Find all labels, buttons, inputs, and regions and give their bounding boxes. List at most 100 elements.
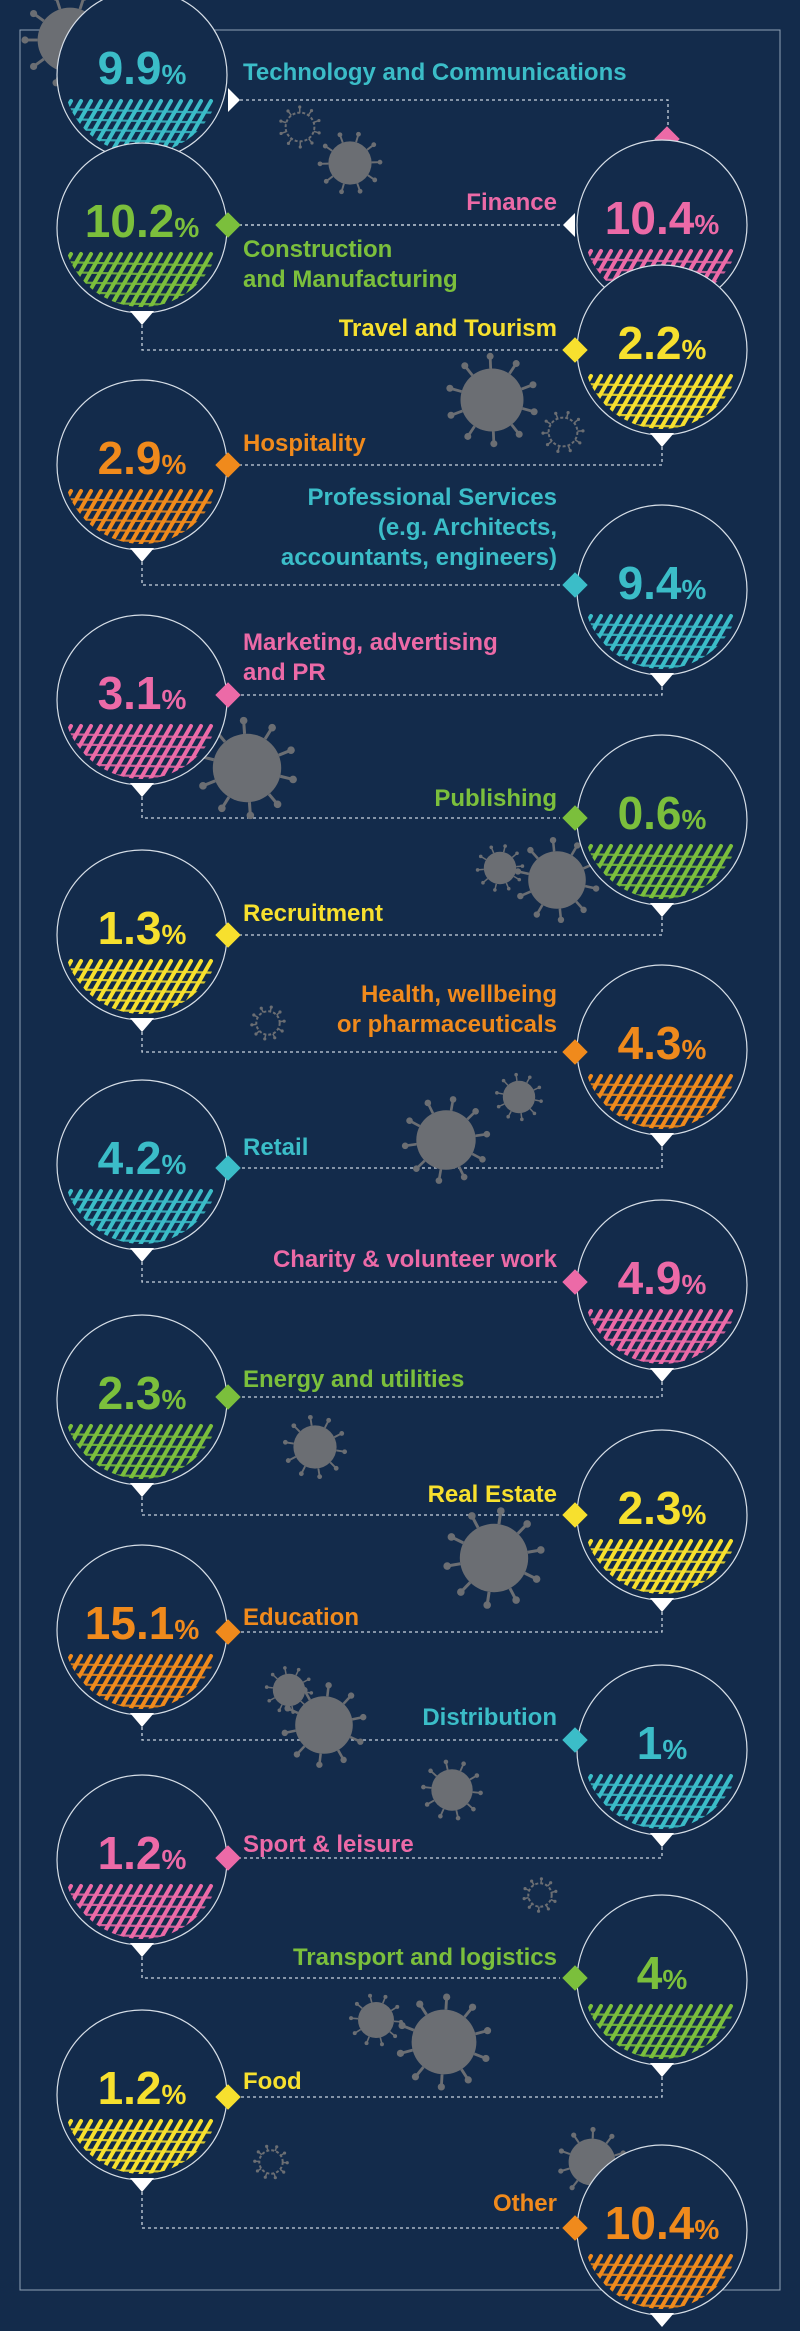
connector-line bbox=[240, 1612, 663, 1633]
pointer-marker bbox=[650, 433, 674, 447]
category-label: Hospitality bbox=[243, 429, 366, 459]
virus-icon bbox=[250, 1005, 286, 1041]
percent-sign: % bbox=[662, 1734, 688, 1765]
category-label: Technology and Communications bbox=[243, 58, 627, 88]
value-number: 4.3 bbox=[617, 1017, 682, 1069]
pointer-marker bbox=[130, 1483, 154, 1497]
percent-sign: % bbox=[681, 574, 707, 605]
value-number: 4 bbox=[636, 1947, 663, 1999]
connector-line bbox=[141, 562, 560, 586]
percent-sign: % bbox=[161, 449, 187, 480]
value-label: 9.4% bbox=[577, 558, 747, 615]
value-label: 4.9% bbox=[577, 1253, 747, 1310]
connector-line bbox=[141, 1727, 560, 1741]
virus-icon bbox=[253, 2144, 289, 2180]
category-label: Food bbox=[243, 2067, 302, 2097]
category-label-line: Publishing bbox=[434, 785, 557, 812]
value-number: 1.2 bbox=[97, 1827, 162, 1879]
value-number: 1.3 bbox=[97, 902, 162, 954]
category-label: Finance bbox=[466, 188, 557, 218]
connector-line bbox=[141, 2192, 560, 2229]
virus-icon bbox=[541, 411, 585, 453]
value-number: 1 bbox=[636, 1717, 663, 1769]
category-label: Distribution bbox=[422, 1703, 557, 1733]
category-label-line: Food bbox=[243, 2068, 302, 2095]
category-label-line: Distribution bbox=[422, 1704, 557, 1731]
connector-line bbox=[240, 1147, 663, 1169]
category-label: Construction and Manufacturing bbox=[243, 235, 458, 295]
category-label-line: Sport & leisure bbox=[243, 1831, 414, 1858]
value-number: 3.1 bbox=[97, 667, 162, 719]
pointer-marker bbox=[650, 1833, 674, 1847]
category-label-line: Retail bbox=[243, 1134, 309, 1161]
diamond-marker bbox=[562, 805, 588, 831]
connector-line bbox=[240, 1382, 663, 1398]
value-number: 10.4 bbox=[604, 2197, 695, 2249]
connector-line bbox=[240, 687, 663, 696]
category-label: Education bbox=[243, 1603, 359, 1633]
category-label-line: Health, wellbeing bbox=[360, 981, 557, 1008]
virus-icon bbox=[421, 1759, 483, 1821]
connector-line bbox=[240, 447, 663, 466]
pointer-marker bbox=[650, 903, 674, 917]
category-label: Publishing bbox=[434, 784, 557, 814]
pointer-marker bbox=[650, 2313, 674, 2327]
pointer-marker bbox=[130, 1018, 154, 1032]
value-label: 3.1% bbox=[57, 668, 227, 725]
category-label: Sport & leisure bbox=[243, 1830, 414, 1860]
percent-sign: % bbox=[694, 209, 720, 240]
pointer-marker bbox=[650, 2063, 674, 2077]
percent-sign: % bbox=[161, 1149, 187, 1180]
category-label-line: accountants, engineers) bbox=[280, 544, 557, 571]
virus-icon bbox=[443, 1507, 545, 1609]
category-label: Real Estate bbox=[428, 1480, 557, 1510]
percent-sign: % bbox=[161, 59, 187, 90]
pointer-marker bbox=[650, 673, 674, 687]
pointer-marker bbox=[563, 213, 575, 237]
virus-icon bbox=[349, 1993, 403, 2047]
category-label: Transport and logistics bbox=[293, 1943, 557, 1973]
connector-line bbox=[240, 917, 663, 936]
connector-line bbox=[141, 1262, 560, 1283]
pointer-marker bbox=[130, 1713, 154, 1727]
category-label-line: Recruitment bbox=[243, 900, 384, 927]
virus-icon bbox=[522, 1877, 558, 1913]
category-label: Travel and Tourism bbox=[339, 314, 557, 344]
category-label-line: Real Estate bbox=[427, 1481, 557, 1508]
percent-sign: % bbox=[662, 1964, 688, 1995]
category-label-line: Construction bbox=[243, 236, 393, 263]
value-label: 1.3% bbox=[57, 903, 227, 960]
percent-sign: % bbox=[694, 2214, 720, 2245]
connector-line bbox=[240, 2077, 663, 2098]
value-number: 2.3 bbox=[97, 1367, 162, 1419]
value-label: 10.2% bbox=[57, 196, 227, 253]
percent-circle bbox=[56, 1774, 228, 1957]
connector-line bbox=[240, 99, 669, 125]
category-label: Retail bbox=[243, 1133, 308, 1163]
category-label: Marketing, advertising and PR bbox=[243, 628, 498, 688]
category-label: Professional Services (e.g. Architects, ac… bbox=[281, 483, 557, 573]
percent-sign: % bbox=[174, 212, 200, 243]
category-label-line: (e.g. Architects, bbox=[377, 514, 557, 541]
value-fill bbox=[583, 614, 741, 669]
virus-icon bbox=[282, 1414, 348, 1480]
percent-sign: % bbox=[681, 1269, 707, 1300]
virus-icon bbox=[264, 1666, 314, 1714]
pointer-marker bbox=[650, 1598, 674, 1612]
category-label-line: Finance bbox=[466, 189, 557, 216]
value-label: 9.9% bbox=[57, 43, 227, 100]
virus-icon bbox=[396, 1993, 492, 2091]
category-label-line: Transport and logistics bbox=[292, 1944, 557, 1971]
category-label: Recruitment bbox=[243, 899, 383, 929]
percent-sign: % bbox=[161, 919, 187, 950]
diamond-marker bbox=[215, 922, 241, 948]
category-label-line: Technology and Communications bbox=[243, 59, 627, 86]
value-number: 9.4 bbox=[617, 557, 682, 609]
pointer-marker bbox=[130, 2178, 154, 2192]
value-label: 4% bbox=[577, 1948, 747, 2005]
connector-line bbox=[141, 797, 560, 819]
value-number: 9.9 bbox=[97, 42, 162, 94]
pointer-marker bbox=[130, 1943, 154, 1957]
